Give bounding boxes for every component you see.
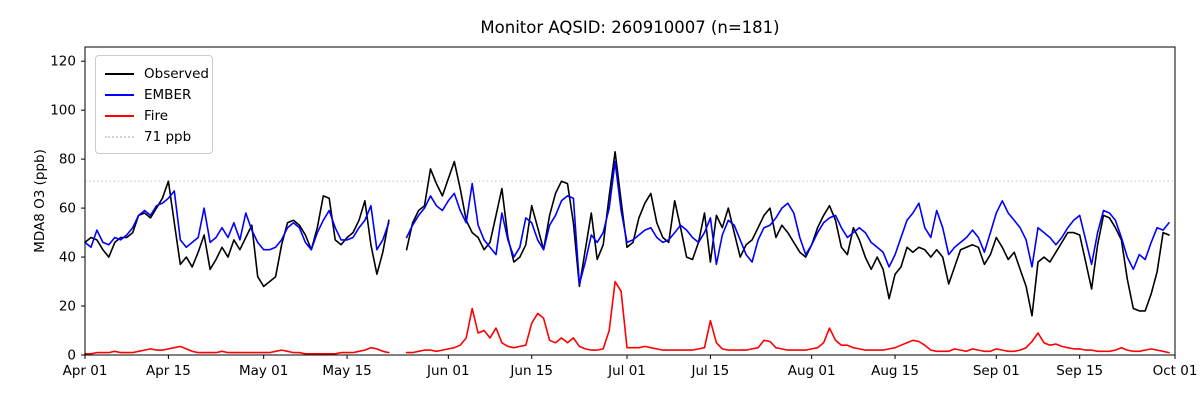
x-tick-label: Apr 01: [63, 363, 108, 379]
legend-label: Fire: [144, 107, 169, 124]
x-tick-label: May 01: [239, 363, 288, 379]
legend-label: Observed: [144, 65, 209, 82]
x-tick-label: Aug 01: [788, 363, 836, 379]
legend-item-observed: Observed: [105, 63, 209, 84]
x-tick-label: Jun 01: [426, 363, 470, 379]
y-tick-label: 120: [50, 54, 76, 70]
x-tick-label: Apr 15: [146, 363, 191, 379]
fire-line-swatch: [105, 114, 134, 117]
ember-line: [84, 160, 1170, 285]
legend-item-threshold: 71 ppb: [105, 126, 202, 147]
legend: Observed EMBER Fire 71 ppb: [95, 55, 213, 154]
y-tick-label: 40: [59, 250, 76, 266]
y-tick-label: 60: [59, 201, 76, 217]
y-tick-label: 100: [50, 103, 76, 119]
y-tick-label: 0: [67, 348, 76, 364]
observed-line-swatch: [105, 72, 134, 75]
observed-line: [84, 151, 1170, 317]
plot-border: [84, 46, 1176, 356]
x-tick-label: Sep 01: [973, 363, 1020, 379]
x-tick-label: May 15: [322, 363, 371, 379]
x-tick-label: Sep 15: [1056, 363, 1103, 379]
threshold-line-swatch: [105, 135, 134, 138]
x-tick-label: Oct 01: [1153, 363, 1198, 379]
x-tick-label: Aug 15: [871, 363, 919, 379]
y-tick-label: 80: [59, 152, 76, 168]
legend-label: 71 ppb: [144, 128, 192, 145]
ember-line-swatch: [105, 93, 134, 96]
x-tick-label: Jun 15: [509, 363, 553, 379]
chart-title: Monitor AQSID: 260910007 (n=181): [480, 18, 780, 37]
legend-label: EMBER: [144, 86, 192, 103]
fire-line: [84, 280, 1170, 355]
x-tick-label: Jul 15: [691, 363, 730, 379]
legend-item-ember: EMBER: [105, 84, 202, 105]
x-tick-label: Jul 01: [607, 363, 646, 379]
y-axis-label: MDA8 O3 (ppb): [32, 149, 48, 253]
y-tick-label: 20: [59, 299, 76, 315]
legend-item-fire: Fire: [105, 105, 202, 126]
